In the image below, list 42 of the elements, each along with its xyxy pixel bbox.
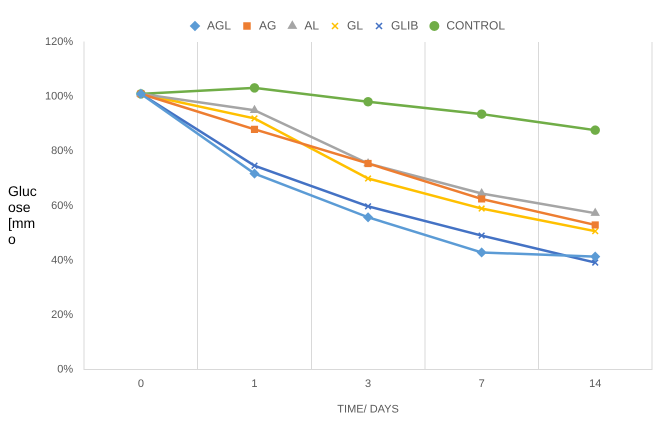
point xyxy=(250,114,258,122)
y-tick-label: 20% xyxy=(51,309,74,322)
point xyxy=(592,259,599,266)
x-tick-label: 14 xyxy=(589,378,602,390)
x-tick-label: 1 xyxy=(251,378,258,390)
point xyxy=(363,212,373,222)
point xyxy=(592,221,599,228)
point xyxy=(478,232,486,240)
x-tick-label: 3 xyxy=(365,378,372,390)
legend-label: CONTROL xyxy=(446,18,506,32)
x-tick-label: 0 xyxy=(138,378,144,390)
legend-label: AL xyxy=(304,18,320,32)
y-tick-label: 80% xyxy=(51,145,74,158)
y-tick-label: 100% xyxy=(44,90,74,103)
point xyxy=(250,106,259,113)
legend-label: GL xyxy=(347,18,364,32)
point xyxy=(476,109,486,119)
point xyxy=(364,202,372,210)
y-tick-label: 40% xyxy=(51,254,74,266)
point xyxy=(592,228,599,235)
y-tick-label: 60% xyxy=(51,200,74,212)
point xyxy=(250,168,260,178)
legend-label: AG xyxy=(258,18,276,32)
point xyxy=(250,83,260,93)
point xyxy=(250,126,258,133)
point xyxy=(476,248,486,258)
point xyxy=(591,208,600,216)
legend-label: AGL xyxy=(206,18,232,32)
point xyxy=(364,174,372,182)
point xyxy=(478,195,486,203)
y-axis-title: Glucose [mmo xyxy=(8,183,38,247)
point xyxy=(250,162,258,170)
point xyxy=(478,204,486,212)
point xyxy=(590,125,600,135)
point xyxy=(590,252,600,262)
point xyxy=(363,97,373,107)
y-tick-label: 120% xyxy=(44,36,74,48)
point xyxy=(477,188,486,196)
y-tick-label: 0% xyxy=(57,364,74,376)
x-axis-title: TIME/ DAYS xyxy=(337,403,399,416)
legend-label: GLIB xyxy=(391,18,418,32)
x-tick-label: 7 xyxy=(478,378,485,390)
